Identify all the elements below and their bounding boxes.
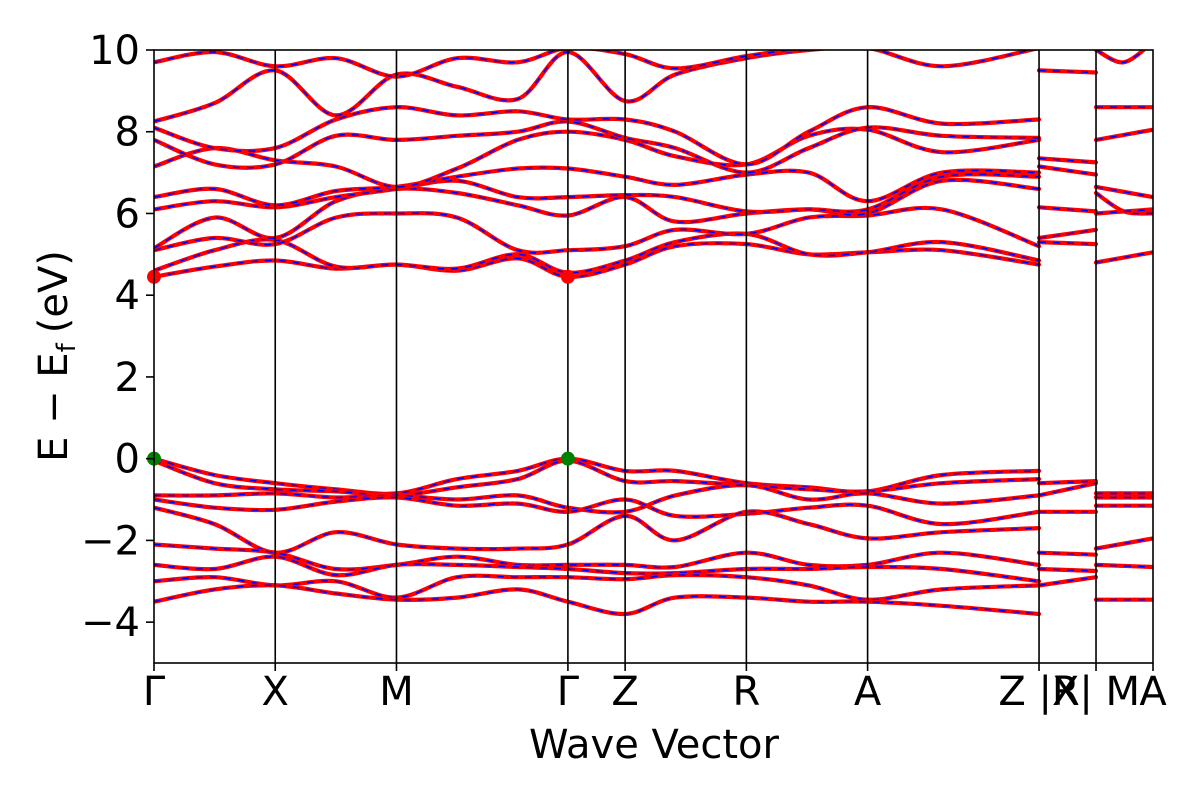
conduction-band-4-dash (154, 179, 1040, 249)
xtick-label-1: Γ (143, 669, 166, 715)
segment-band-19-dash (1095, 251, 1153, 264)
conduction-band-11-dash (154, 50, 797, 78)
segment-band-13 (1093, 50, 1147, 65)
valence-band-1-dash (154, 457, 1040, 495)
segment-band-3-dash (1038, 165, 1097, 176)
conduction-band-10 (154, 50, 1040, 124)
segment-band-6-dash (1038, 241, 1097, 245)
valence-band-4-dash (154, 496, 1040, 525)
xtick-label-5: Z (611, 669, 638, 715)
segment-band-8-dash (1038, 482, 1097, 497)
y-axis-label-unit: (eV) (31, 250, 77, 333)
xtick-label-9: X| M (1052, 669, 1140, 715)
ytick-label-4: 2 (115, 355, 140, 401)
valence-band-9-dash (154, 584, 1040, 615)
conduction-band-1-dash (154, 242, 1040, 278)
valence-band-5-dash (154, 506, 1040, 554)
plot-frame (153, 49, 1154, 664)
y-axis-label: E − Ef (eV) (31, 250, 82, 462)
segment-band-1-dash (1038, 69, 1097, 74)
segment-band-15-dash (1095, 128, 1153, 141)
conduction-band-2-dash (154, 232, 1040, 274)
xtick-label-8: Z |R (998, 669, 1079, 715)
y-axis-label-subscript: f (52, 342, 82, 352)
conduction-band-8 (154, 119, 1042, 175)
xtick-label-2: X (262, 669, 289, 715)
y-axis-ticks: −4 −2 0 2 4 6 8 10 (81, 28, 154, 646)
segment-band-7-dash (1038, 480, 1097, 484)
ytick-label-5: 4 (115, 273, 140, 319)
valence-band-5 (154, 505, 1042, 555)
segment-band-16-dash (1095, 186, 1153, 198)
kpath-divider-lines (274, 50, 1097, 663)
segment-band-18-dash (1095, 208, 1153, 215)
ytick-label-7: 8 (115, 110, 140, 156)
band-extrema-markers (147, 269, 575, 466)
conduction-band-9-dash (154, 106, 1040, 166)
xtick-label-7: A (854, 669, 882, 715)
segment-band-23-dash (1095, 537, 1153, 550)
cbm-marker-2 (560, 269, 575, 284)
xtick-label-3: M (379, 669, 414, 715)
conduction-band-8-dash (154, 120, 1040, 174)
band-lines (154, 50, 1153, 617)
vbm-marker-2 (560, 451, 575, 466)
segment-band-12-dash (1038, 576, 1097, 587)
ytick-label-6: 6 (115, 191, 140, 237)
y-axis-label-main: E − E (31, 352, 77, 462)
valence-band-7-dash (154, 555, 1040, 583)
segment-band-11-dash (1038, 568, 1097, 572)
xtick-label-6: R (732, 669, 760, 715)
ytick-label-2: −2 (81, 518, 140, 564)
xtick-label-4: Γ (557, 669, 580, 715)
segment-band-10-dash (1038, 551, 1097, 556)
ytick-label-1: −4 (81, 600, 140, 646)
xtick-label-10: A (1139, 669, 1167, 715)
segment-band-24-dash (1095, 564, 1153, 568)
segment-band-13-dash (1095, 50, 1145, 64)
x-axis-label: Wave Vector (529, 722, 780, 768)
ytick-label-8: 10 (89, 28, 140, 74)
segment-band-5-dash (1038, 229, 1097, 239)
ytick-label-3: 0 (115, 437, 140, 483)
conduction-band-3-dash (154, 207, 1040, 254)
segment-band-2-dash (1038, 157, 1097, 164)
segment-band-4-dash (1038, 206, 1097, 213)
